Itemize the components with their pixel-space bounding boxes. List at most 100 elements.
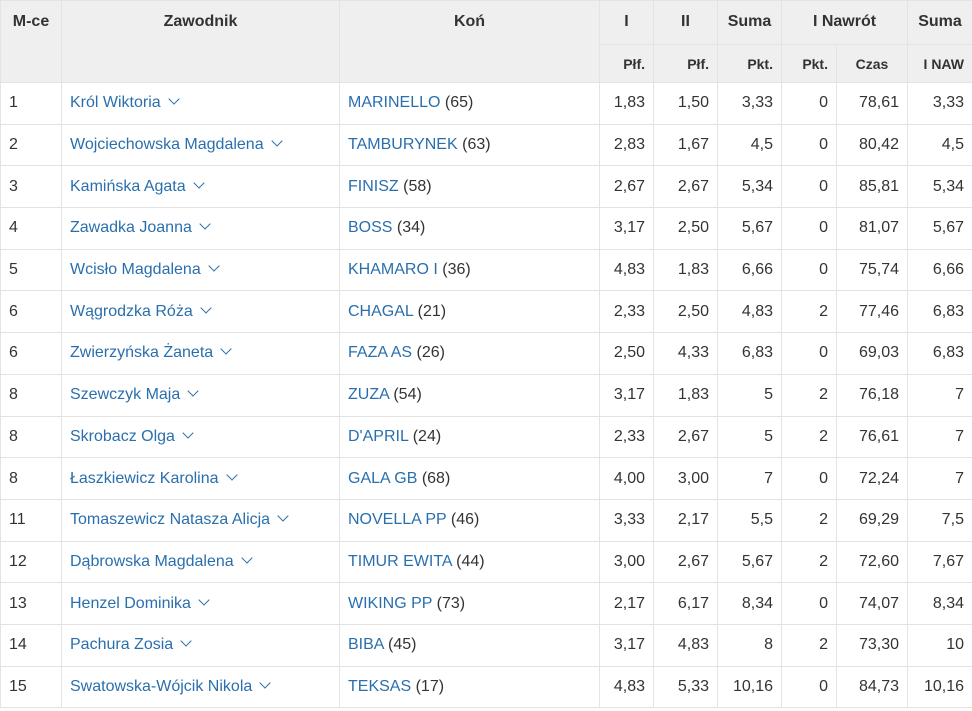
horse-link[interactable]: BIBA bbox=[348, 636, 384, 654]
jumpoff-time-cell: 73,30 bbox=[836, 623, 908, 667]
jumpoff-points-cell: 2 bbox=[781, 373, 837, 417]
chevron-down-icon[interactable] bbox=[198, 593, 210, 606]
jumpoff-time-cell: 81,07 bbox=[836, 207, 908, 250]
rider-cell[interactable]: Król Wiktoria bbox=[61, 82, 340, 125]
chevron-down-icon[interactable] bbox=[182, 427, 194, 439]
horse-link[interactable]: CHAGAL bbox=[348, 302, 414, 320]
rider-link[interactable]: Zawadka Joanna bbox=[70, 218, 211, 237]
rider-link[interactable]: Zwierzyńska Żaneta bbox=[70, 343, 232, 361]
horse-number: (17) bbox=[415, 677, 445, 695]
results-body: 1 Król Wiktoria MARINELLO (65) 1,83 1,50… bbox=[0, 82, 972, 709]
sum-cell: 5,67 bbox=[717, 207, 782, 250]
sum-cell: 5,34 bbox=[717, 165, 782, 209]
rider-link[interactable]: Skrobacz Olga bbox=[70, 427, 194, 445]
horse-link[interactable]: GALA GB bbox=[348, 469, 418, 487]
rider-link[interactable]: Wojciechowska Magdalena bbox=[70, 135, 283, 153]
rider-link[interactable]: Wągrodzka Róża bbox=[70, 302, 212, 320]
rider-link[interactable]: Swatowska-Wójcik Nikola bbox=[70, 677, 271, 695]
rider-cell[interactable]: Szewczyk Maja bbox=[61, 373, 340, 417]
horse-link[interactable]: KHAMARO I bbox=[348, 261, 438, 279]
rider-link[interactable]: Łaszkiewicz Karolina bbox=[70, 468, 238, 487]
rider-cell[interactable]: Łaszkiewicz Karolina bbox=[61, 457, 340, 500]
table-row: 11 Tomaszewicz Natasza Alicja NOVELLA PP… bbox=[0, 498, 972, 542]
jumpoff-time-cell: 85,81 bbox=[836, 165, 908, 209]
horse-link[interactable]: TIMUR EWITA bbox=[348, 552, 452, 570]
rider-cell[interactable]: Wcisło Magdalena bbox=[61, 248, 340, 292]
round1-cell: 3,17 bbox=[599, 207, 654, 250]
chevron-down-icon[interactable] bbox=[225, 468, 238, 481]
rider-cell[interactable]: Pachura Zosia bbox=[61, 623, 340, 667]
chevron-down-icon[interactable] bbox=[259, 677, 271, 689]
rider-link[interactable]: Szewczyk Maja bbox=[70, 385, 199, 403]
rider-link[interactable]: Wcisło Magdalena bbox=[70, 260, 220, 278]
jumpoff-points-cell: 0 bbox=[781, 248, 837, 292]
table-row: 2 Wojciechowska Magdalena TAMBURYNEK (63… bbox=[0, 123, 972, 167]
chevron-down-icon[interactable] bbox=[199, 218, 211, 231]
horse-link[interactable]: WIKING PP bbox=[348, 594, 433, 612]
place-cell: 15 bbox=[0, 665, 62, 709]
chevron-down-icon[interactable] bbox=[208, 260, 220, 272]
chevron-down-icon[interactable] bbox=[192, 177, 205, 189]
header-place: M-ce bbox=[0, 0, 62, 83]
rider-link[interactable]: Tomaszewicz Natasza Alicja bbox=[70, 510, 289, 528]
rider-link[interactable]: Król Wiktoria bbox=[70, 93, 180, 111]
rider-cell[interactable]: Tomaszewicz Natasza Alicja bbox=[61, 498, 340, 542]
sum-cell: 5,67 bbox=[717, 540, 782, 584]
rider-cell[interactable]: Wojciechowska Magdalena bbox=[61, 123, 340, 167]
chevron-down-icon[interactable] bbox=[270, 135, 283, 147]
rider-name: Zawadka Joanna bbox=[70, 219, 192, 237]
round1-cell: 2,83 bbox=[599, 123, 654, 167]
horse-link[interactable]: MARINELLO bbox=[348, 94, 441, 112]
sum-cell: 8,34 bbox=[717, 582, 782, 625]
horse-number: (44) bbox=[456, 552, 485, 570]
table-row: 1 Król Wiktoria MARINELLO (65) 1,83 1,50… bbox=[0, 82, 972, 125]
jumpoff-points-cell: 2 bbox=[781, 415, 837, 459]
subheader-jumpoff-time: Czas bbox=[836, 44, 908, 83]
round1-cell: 4,83 bbox=[599, 665, 654, 709]
rider-cell[interactable]: Henzel Dominika bbox=[61, 582, 340, 625]
round2-cell: 2,17 bbox=[653, 498, 718, 542]
round2-cell: 1,83 bbox=[653, 373, 718, 417]
total-cell: 7 bbox=[907, 457, 972, 500]
horse-link[interactable]: D'APRIL bbox=[348, 427, 409, 445]
horse-link[interactable]: ZUZA bbox=[348, 386, 389, 404]
chevron-down-icon[interactable] bbox=[220, 343, 232, 356]
chevron-down-icon[interactable] bbox=[187, 385, 199, 397]
horse-link[interactable]: NOVELLA PP bbox=[348, 511, 447, 529]
rider-cell[interactable]: Dąbrowska Magdalena bbox=[61, 540, 340, 584]
horse-link[interactable]: TEKSAS bbox=[348, 677, 412, 695]
place-cell: 3 bbox=[0, 165, 62, 209]
rider-link[interactable]: Kamińska Agata bbox=[70, 177, 205, 195]
horse-cell: FINISZ (58) bbox=[339, 165, 600, 209]
round1-cell: 4,83 bbox=[599, 248, 654, 292]
chevron-down-icon[interactable] bbox=[240, 552, 253, 564]
rider-link[interactable]: Dąbrowska Magdalena bbox=[70, 552, 253, 570]
jumpoff-time-cell: 80,42 bbox=[836, 123, 908, 167]
chevron-down-icon[interactable] bbox=[200, 302, 212, 314]
rider-cell[interactable]: Kamińska Agata bbox=[61, 165, 340, 209]
horse-cell: TAMBURYNEK (63) bbox=[339, 123, 600, 167]
rider-cell[interactable]: Swatowska-Wójcik Nikola bbox=[61, 665, 340, 709]
chevron-down-icon[interactable] bbox=[168, 93, 180, 106]
rider-link[interactable]: Henzel Dominika bbox=[70, 593, 210, 612]
horse-link[interactable]: BOSS bbox=[348, 219, 393, 237]
chevron-down-icon[interactable] bbox=[277, 510, 289, 522]
horse-link[interactable]: TAMBURYNEK bbox=[348, 136, 458, 154]
horse-link[interactable]: FINISZ bbox=[348, 177, 399, 195]
jumpoff-points-cell: 0 bbox=[781, 665, 837, 709]
place-cell: 6 bbox=[0, 332, 62, 375]
horse-cell: FAZA AS (26) bbox=[339, 332, 600, 375]
jumpoff-points-cell: 2 bbox=[781, 623, 837, 667]
horse-cell: BIBA (45) bbox=[339, 623, 600, 667]
chevron-down-icon[interactable] bbox=[180, 635, 192, 647]
rider-cell[interactable]: Zwierzyńska Żaneta bbox=[61, 332, 340, 375]
horse-number: (68) bbox=[421, 469, 451, 487]
jumpoff-points-cell: 0 bbox=[781, 82, 837, 125]
place-cell: 13 bbox=[0, 582, 62, 625]
horse-link[interactable]: FAZA AS bbox=[348, 344, 413, 362]
rider-link[interactable]: Pachura Zosia bbox=[70, 635, 192, 653]
rider-cell[interactable]: Zawadka Joanna bbox=[61, 207, 340, 250]
rider-cell[interactable]: Skrobacz Olga bbox=[61, 415, 340, 459]
rider-cell[interactable]: Wągrodzka Róża bbox=[61, 290, 340, 334]
